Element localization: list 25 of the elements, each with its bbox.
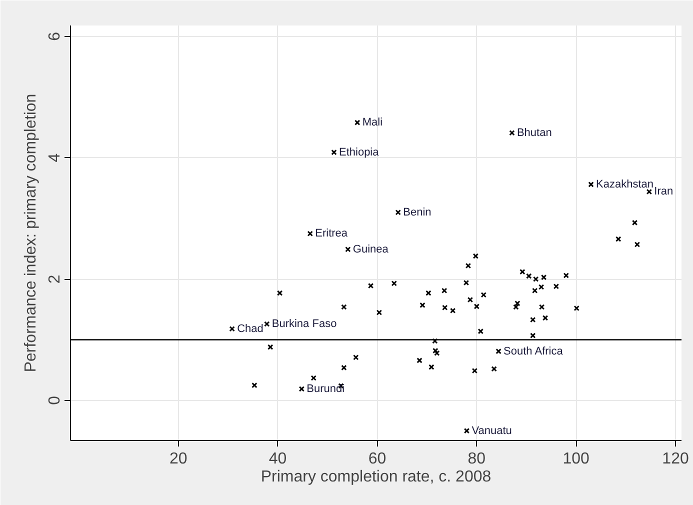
y-tick-label: 2 bbox=[46, 274, 64, 284]
annotation: South Africa bbox=[504, 345, 564, 358]
x-tick-label: 20 bbox=[169, 450, 188, 468]
annotation: Mali bbox=[362, 116, 383, 129]
x-tick-label: 120 bbox=[662, 450, 689, 468]
x-axis-title: Primary completion rate, c. 2008 bbox=[260, 468, 492, 486]
annotation: Eritrea bbox=[315, 228, 348, 240]
annotation: Chad bbox=[237, 322, 264, 335]
annotation: Iran bbox=[654, 186, 674, 198]
x-tick-label: 80 bbox=[468, 450, 486, 468]
x-tick-label: 60 bbox=[368, 450, 386, 468]
y-axis-title: Performance index: primary completion bbox=[22, 94, 40, 372]
y-tick-label: 0 bbox=[46, 396, 64, 405]
annotation: Burkina Faso bbox=[272, 318, 337, 330]
annotation: Burundi bbox=[306, 382, 345, 395]
x-tick-label: 100 bbox=[562, 450, 590, 468]
annotation: Guinea bbox=[352, 243, 390, 256]
annotation: Benin bbox=[403, 206, 432, 218]
annotation: Vanuatu bbox=[472, 424, 512, 437]
annotation: Kazakhstan bbox=[596, 178, 654, 190]
y-tick-label: 4 bbox=[46, 153, 64, 162]
x-tick-label: 40 bbox=[268, 450, 287, 468]
annotation: Ethiopia bbox=[338, 146, 380, 158]
annotation: Bhutan bbox=[516, 126, 552, 139]
y-tick-label: 6 bbox=[46, 32, 64, 41]
